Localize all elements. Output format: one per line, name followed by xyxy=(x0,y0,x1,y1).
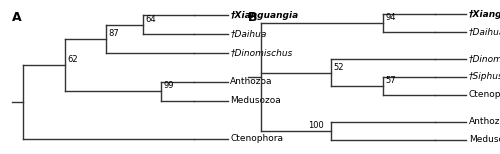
Text: †Daihua: †Daihua xyxy=(230,30,267,39)
Text: Ctenophora: Ctenophora xyxy=(230,134,283,143)
Text: †Dinomischus: †Dinomischus xyxy=(469,55,500,64)
Text: †Xianguangia: †Xianguangia xyxy=(469,10,500,19)
Text: †Xianguangia: †Xianguangia xyxy=(230,11,298,20)
Text: A: A xyxy=(12,11,22,24)
Text: 62: 62 xyxy=(67,55,78,64)
Text: Anthozoa: Anthozoa xyxy=(230,77,273,86)
Text: 64: 64 xyxy=(146,14,156,24)
Text: 52: 52 xyxy=(334,63,344,72)
Text: Medusozoa: Medusozoa xyxy=(469,135,500,144)
Text: Medusozoa: Medusozoa xyxy=(230,96,281,105)
Text: †Dinomischus: †Dinomischus xyxy=(230,49,293,58)
Text: 99: 99 xyxy=(164,81,174,90)
Text: †Siphusauctum: †Siphusauctum xyxy=(469,73,500,81)
Text: Anthozoa: Anthozoa xyxy=(469,117,500,126)
Text: Ctenophora: Ctenophora xyxy=(469,90,500,99)
Text: †Daihua: †Daihua xyxy=(469,28,500,37)
Text: 94: 94 xyxy=(386,13,396,22)
Text: 100: 100 xyxy=(308,121,324,130)
Text: 87: 87 xyxy=(108,29,120,38)
Text: 57: 57 xyxy=(386,76,396,85)
Text: B: B xyxy=(248,11,258,24)
